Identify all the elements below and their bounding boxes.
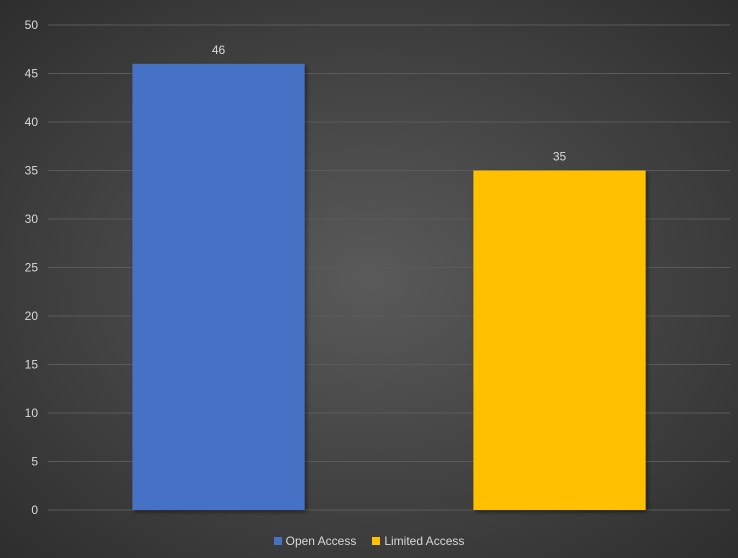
- y-tick-label-20: 20: [25, 309, 39, 323]
- y-tick-label-10: 10: [25, 406, 39, 420]
- y-tick-label-45: 45: [25, 67, 39, 81]
- y-tick-label-25: 25: [25, 261, 39, 275]
- legend-item-open-access: Open Access: [273, 534, 357, 548]
- legend-swatch-limited-access: [372, 537, 381, 545]
- data-label-limited-access: 35: [553, 150, 567, 164]
- legend-swatch-open-access: [273, 537, 282, 545]
- bar-open-access: [132, 63, 305, 511]
- legend: Open Access Limited Access: [0, 534, 738, 548]
- bars: [132, 63, 646, 511]
- legend-item-limited-access: Limited Access: [372, 534, 464, 548]
- y-tick-label-0: 0: [31, 503, 38, 517]
- legend-label-limited-access: Limited Access: [384, 534, 465, 548]
- bar-limited-access: [473, 170, 646, 510]
- y-tick-label-15: 15: [25, 358, 39, 372]
- y-tick-label-35: 35: [25, 164, 39, 178]
- y-axis-ticks: 0 5 10 15 20 25 30 35 40 45 50: [25, 18, 39, 517]
- y-tick-label-30: 30: [25, 212, 39, 226]
- y-tick-label-5: 5: [31, 455, 38, 469]
- y-tick-label-50: 50: [25, 18, 39, 32]
- legend-label-open-access: Open Access: [285, 534, 357, 548]
- data-labels: 46 35: [212, 43, 567, 164]
- data-label-open-access: 46: [212, 43, 226, 57]
- y-tick-label-40: 40: [25, 115, 39, 129]
